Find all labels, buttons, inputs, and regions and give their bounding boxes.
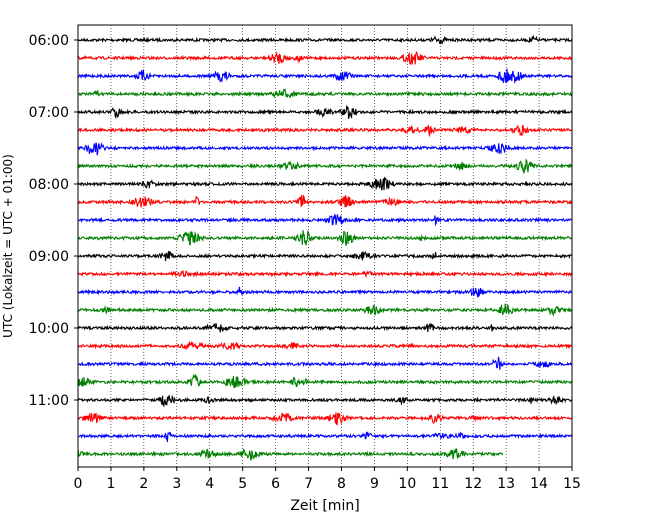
trace-row-0800 [78, 176, 573, 191]
x-tick-label: 13 [497, 476, 515, 492]
x-tick-label: 0 [74, 476, 83, 492]
trace-row-1100 [77, 394, 573, 408]
trace-row-0900 [77, 250, 572, 262]
y-tick-label: 06:00 [29, 33, 69, 49]
trace-row-0945 [77, 303, 572, 317]
trace-row-0815 [77, 194, 573, 208]
plot-frame [77, 24, 573, 468]
x-tick-label: 11 [431, 476, 449, 492]
trace-row-0615 [77, 50, 573, 65]
trace-row-0645 [77, 88, 573, 99]
y-axis-label: UTC (Lokalzeit = UTC + 01:00) [1, 154, 15, 338]
trace-row-1045 [77, 373, 573, 389]
trace-row-0745 [77, 158, 573, 174]
trace-row-0700 [77, 105, 573, 120]
y-tick-label: 10:00 [29, 321, 69, 337]
x-tick-label: 2 [139, 476, 148, 492]
trace-row-0730 [77, 141, 573, 156]
trace-row-0830 [77, 213, 572, 227]
plot-background [78, 25, 572, 467]
y-tick-label: 08:00 [29, 177, 69, 193]
y-tick-label: 11:00 [29, 393, 69, 409]
trace-row-1130 [77, 431, 573, 443]
trace-row-1030 [77, 356, 572, 370]
x-tick-label: 14 [530, 476, 548, 492]
x-tick-label: 5 [238, 476, 247, 492]
trace-row-0845 [77, 229, 573, 246]
y-tick-label: 09:00 [29, 249, 69, 265]
trace-row-1145 [77, 448, 504, 461]
seismic-traces [77, 34, 573, 461]
trace-row-0600 [78, 34, 573, 45]
x-tick-label: 4 [205, 476, 214, 492]
trace-row-0915 [77, 270, 573, 278]
x-tick-label: 1 [106, 476, 115, 492]
trace-row-0630 [77, 68, 573, 84]
trace-row-0930 [77, 286, 573, 298]
trace-row-1015 [77, 340, 573, 351]
trace-row-0715 [77, 124, 573, 138]
y-axis-ticks: 06:00 07:00 08:00 09:00 10:00 11:00 [29, 33, 78, 409]
x-tick-label: 8 [337, 476, 346, 492]
x-tick-label: 7 [304, 476, 313, 492]
x-tick-label: 6 [271, 476, 280, 492]
x-axis-label: Zeit [min] [290, 498, 359, 514]
y-tick-label: 07:00 [29, 105, 69, 121]
x-tick-label: 3 [172, 476, 181, 492]
trace-row-1000 [77, 323, 573, 333]
x-tick-label: 12 [464, 476, 482, 492]
x-tick-label: 9 [370, 476, 379, 492]
x-tick-label: 15 [563, 476, 581, 492]
x-axis-ticks: 0 1 2 3 4 5 6 7 8 9 10 11 12 13 14 15 [74, 467, 581, 492]
trace-row-1115 [77, 412, 573, 426]
x-tick-label: 10 [398, 476, 416, 492]
